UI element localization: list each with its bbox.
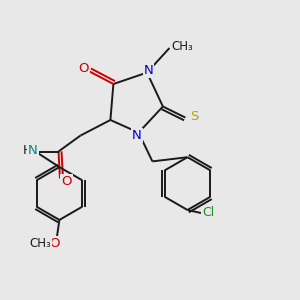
- Text: CH₃: CH₃: [30, 237, 51, 250]
- Text: O: O: [79, 62, 89, 75]
- Text: O: O: [49, 237, 59, 250]
- Text: O: O: [61, 175, 72, 188]
- Text: H: H: [23, 143, 32, 157]
- Text: S: S: [190, 110, 199, 123]
- Text: CH₃: CH₃: [171, 40, 193, 53]
- Text: Cl: Cl: [202, 206, 214, 220]
- Text: N: N: [132, 129, 142, 142]
- Text: N: N: [28, 143, 38, 157]
- Text: N: N: [144, 64, 153, 77]
